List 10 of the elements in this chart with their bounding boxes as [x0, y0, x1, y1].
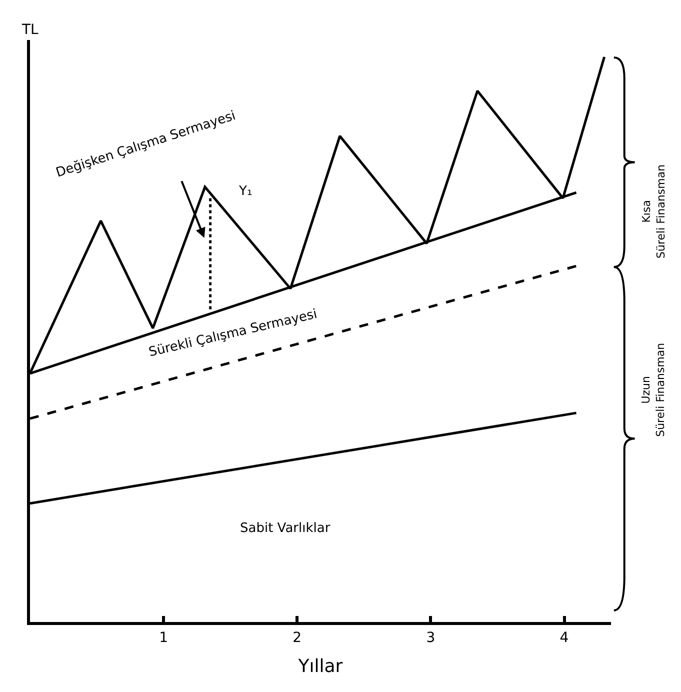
- x-tick-label: 3: [426, 630, 436, 646]
- x-tick-label: 2: [292, 630, 302, 646]
- text: Uzun Süreli Finansman: [640, 342, 667, 437]
- x-axis-title: Yıllar: [297, 656, 344, 677]
- x-tick-label: 4: [560, 630, 569, 646]
- x-tick-label: 1: [159, 630, 168, 646]
- y-axis-title: TL: [21, 22, 39, 38]
- annotation: Sabit Varlıklar: [240, 521, 331, 536]
- annotation: Y₁: [238, 184, 252, 199]
- text: Kısa Süreli Finansman: [640, 164, 668, 258]
